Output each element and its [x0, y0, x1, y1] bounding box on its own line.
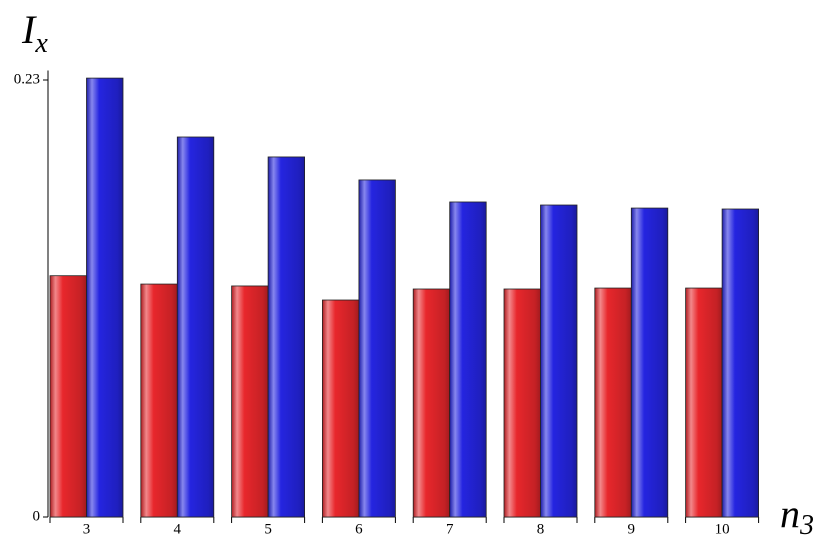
x-axis-title-main: n [780, 491, 800, 536]
y-axis-title-main: I [21, 7, 37, 52]
bar [321, 299, 360, 518]
bar [449, 201, 487, 518]
bar [140, 283, 178, 518]
bar [86, 77, 124, 518]
bar [176, 136, 215, 518]
y-tick-label: 0.23 [14, 71, 40, 87]
bar [412, 288, 451, 518]
bar [685, 287, 723, 518]
bar [630, 207, 669, 518]
y-axis-title: Ix [21, 7, 48, 59]
x-tick-label: 7 [446, 521, 454, 537]
x-tick-label: 3 [83, 521, 91, 537]
x-tick-label: 4 [174, 521, 182, 537]
bar [721, 208, 759, 518]
bar [503, 288, 541, 518]
y-axis-title-sub: x [34, 28, 48, 59]
x-axis-title-sub: 3 [799, 510, 814, 541]
x-tick-label: 9 [628, 521, 636, 537]
x-axis-title: n3 [780, 491, 814, 541]
bar [267, 156, 306, 518]
x-tick-label: 8 [537, 521, 545, 537]
bar [49, 275, 87, 518]
x-tick-label: 10 [715, 521, 730, 537]
x-tick-label: 6 [355, 521, 363, 537]
x-tick-label: 5 [264, 521, 272, 537]
bar [358, 179, 396, 518]
bar [231, 285, 269, 518]
bar [540, 204, 578, 518]
bar [594, 287, 632, 518]
y-tick-label: 0 [33, 508, 41, 524]
